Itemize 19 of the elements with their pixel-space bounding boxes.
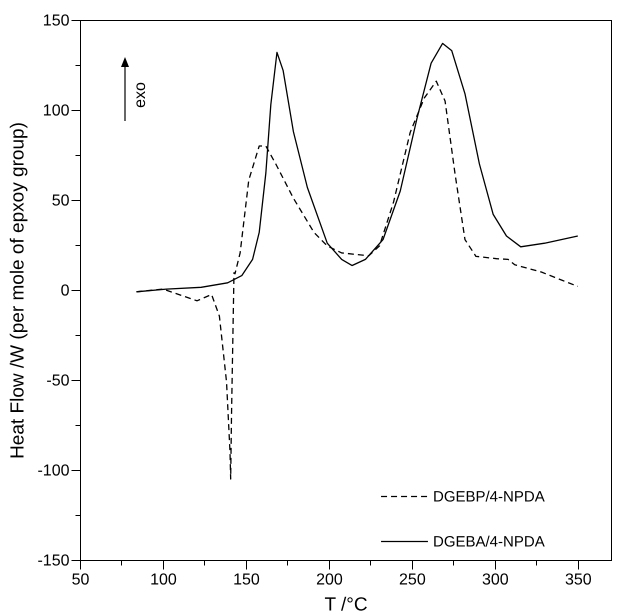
y-tick-label: 50 xyxy=(52,192,70,210)
legend-label: DGEBA/4-NPDA xyxy=(433,534,545,550)
x-tick-label: 150 xyxy=(233,572,260,588)
annotation: exo xyxy=(132,82,149,108)
x-axis-title: T /°C xyxy=(324,594,368,614)
x-tick-label: 250 xyxy=(399,572,426,588)
y-tick-label: 100 xyxy=(42,102,70,120)
y-axis-title: Heat Flow /W (per mole of epxoy group) xyxy=(7,122,28,459)
x-tick-label: 350 xyxy=(564,572,592,588)
x-tick-label: 100 xyxy=(150,572,177,588)
x-tick-label: 50 xyxy=(72,572,90,588)
x-tick-label: 200 xyxy=(316,572,343,588)
legend-label: DGEBP/4-NPDA xyxy=(433,488,545,506)
y-tick-label: -150 xyxy=(37,552,70,570)
x-tick-label: 300 xyxy=(482,572,509,588)
y-tick-label: -50 xyxy=(46,372,70,390)
y-tick-label: -100 xyxy=(37,462,70,480)
y-tick-label: 150 xyxy=(42,12,70,30)
y-tick-label: 0 xyxy=(60,282,70,300)
